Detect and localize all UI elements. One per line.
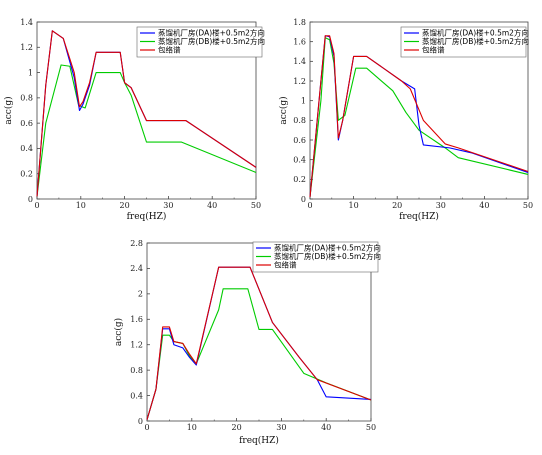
y-tick-label: 1.6 — [130, 315, 143, 324]
x-tick-label: 10 — [187, 423, 197, 432]
y-tick-label: 2.4 — [130, 264, 143, 273]
x-tick-label: 20 — [392, 201, 402, 210]
x-tick-label: 10 — [349, 201, 359, 210]
legend-entry: 蒸馏机厂房(DA)楼+0.5m2方向 — [274, 243, 381, 253]
legend-entry: 包络谱 — [422, 45, 445, 55]
x-tick-label: 50 — [251, 201, 261, 210]
x-tick-label: 10 — [76, 201, 86, 210]
legend-box — [252, 241, 379, 273]
y-tick-label: 0.8 — [293, 116, 306, 125]
x-axis-label: freq(HZ) — [127, 211, 167, 222]
chart-panel-3: 0 10 20 30 40 50 0 0.4 0.8 1.2 1.6 2 2.4 2.8 freq(HZ) a… — [113, 239, 381, 446]
x-tick-label: 50 — [523, 201, 533, 210]
y-tick-label: 0.2 — [20, 170, 33, 179]
legend-entry: 蒸馏机厂房(DA)楼+0.5m2方向 — [158, 28, 265, 38]
y-axis-label: acc(g) — [113, 318, 124, 346]
y-tick-label: 1.2 — [20, 43, 33, 52]
y-tick-label: 1.2 — [293, 77, 306, 86]
x-tick-label: 40 — [321, 423, 331, 432]
legend-box — [136, 26, 263, 58]
y-tick-label: 0.4 — [130, 391, 143, 400]
y-tick-label: 1.8 — [293, 18, 306, 27]
legend-entry: 蒸馏机厂房(DB)楼+0.5m2方向 — [422, 36, 529, 46]
series-line-2 — [36, 64, 257, 197]
x-axis-label: freq(HZ) — [399, 211, 439, 222]
x-tick-label: 40 — [207, 201, 217, 210]
x-tick-label: 20 — [120, 201, 130, 210]
x-tick-label: 30 — [163, 201, 173, 210]
x-tick-label: 0 — [144, 423, 149, 432]
series-line-2 — [309, 37, 529, 198]
series-line-3 — [36, 30, 257, 197]
x-axis-label: freq(HZ) — [239, 435, 279, 446]
legend-entry: 蒸馏机厂房(DB)楼+0.5m2方向 — [274, 251, 381, 261]
y-tick-label: 0.8 — [130, 366, 143, 375]
chart-panel-2: 0 10 20 30 40 50 0 0.2 0.4 0.6 0.8 1 1.2 1.4 1.6 1.8 fre… — [278, 18, 533, 222]
y-tick-label: 0.2 — [293, 175, 306, 184]
legend-entry: 蒸馏机厂房(DA)楼+0.5m2方向 — [422, 28, 529, 38]
legend-entry: 蒸馏机厂房(DB)楼+0.5m2方向 — [158, 36, 265, 46]
y-tick-label: 0.4 — [20, 144, 33, 153]
series-line-3 — [309, 35, 529, 198]
y-axis-label: acc(g) — [3, 96, 14, 124]
y-tick-label: 1.2 — [130, 341, 143, 350]
x-tick-label: 30 — [436, 201, 446, 210]
y-tick-label: 1 — [301, 96, 306, 105]
x-tick-label: 20 — [232, 423, 242, 432]
y-tick-label: 1 — [28, 68, 33, 77]
y-tick-label: 0.6 — [293, 136, 306, 145]
y-tick-label: 0.6 — [20, 119, 33, 128]
y-tick-label: 2.8 — [130, 239, 143, 248]
y-tick-label: 1.4 — [20, 18, 33, 27]
y-tick-label: 0 — [138, 417, 143, 426]
y-tick-label: 1.4 — [293, 57, 306, 66]
x-tick-label: 40 — [479, 201, 489, 210]
x-tick-label: 50 — [366, 423, 376, 432]
y-tick-label: 2 — [138, 290, 143, 299]
chart-panel-1: 0 10 20 30 40 50 0 0.2 0.4 0.6 0.8 1 1.2 1.4 freq(HZ) a… — [3, 18, 265, 222]
series-line-3 — [146, 266, 372, 420]
y-tick-label: 0.8 — [20, 94, 33, 103]
y-tick-label: 0 — [28, 195, 33, 204]
x-tick-label: 0 — [307, 201, 312, 210]
y-tick-label: 0.4 — [293, 155, 306, 164]
x-tick-label: 30 — [276, 423, 286, 432]
y-tick-label: 0 — [301, 195, 306, 204]
y-axis-label: acc(g) — [278, 96, 289, 124]
y-tick-label: 1.6 — [293, 37, 306, 46]
x-tick-label: 0 — [34, 201, 39, 210]
legend-entry: 包络谱 — [158, 45, 181, 55]
legend-entry: 包络谱 — [274, 260, 297, 270]
series-line-2 — [146, 288, 372, 420]
legend-box — [400, 26, 527, 58]
